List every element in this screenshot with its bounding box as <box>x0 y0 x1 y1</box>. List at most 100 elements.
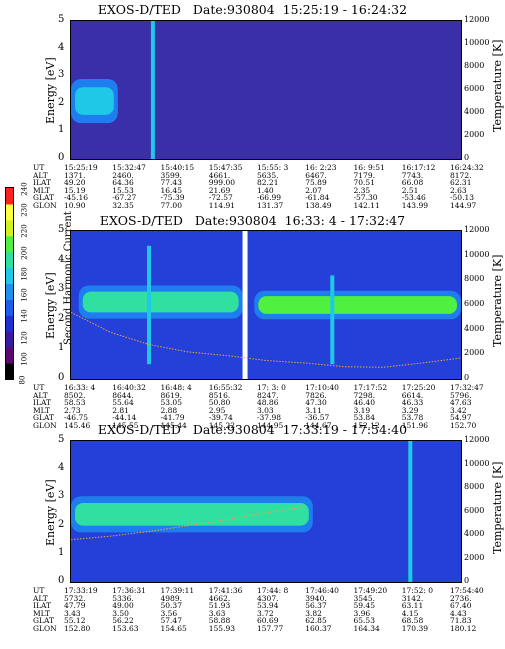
orbit-value: 4.43 <box>450 608 467 618</box>
orbit-value: 32.35 <box>112 201 134 210</box>
orbit-value: 152.12 <box>353 421 380 430</box>
orbit-value: 17:10:40 <box>305 383 339 392</box>
orbit-value: 143.99 <box>401 201 428 210</box>
orbit-value: 7179. <box>353 170 375 180</box>
temperature-tick-label: 8000 <box>464 274 485 284</box>
orbit-value: 3.56 <box>160 608 178 618</box>
colorbar-segment <box>6 315 13 332</box>
energy-tick-label: 0 <box>58 372 65 383</box>
orbit-row-label: ILAT <box>33 601 51 611</box>
orbit-value: 4.15 <box>401 608 419 618</box>
temperature-axis-label: Temperature [K] <box>491 254 504 347</box>
orbit-value: 17:17:52 <box>353 383 388 392</box>
temperature-tick-label: 2000 <box>464 552 485 562</box>
orbit-value: 4989. <box>160 593 182 603</box>
spectrogram-plot <box>70 230 462 380</box>
spectrogram-plot <box>70 20 462 160</box>
energy-band <box>75 503 309 526</box>
orbit-value: 68.58 <box>401 616 424 626</box>
orbit-value: 5336. <box>112 593 134 603</box>
temperature-tick-label: 12000 <box>464 15 490 24</box>
temperature-tick-label: 4000 <box>464 529 485 538</box>
orbit-value: 55.12 <box>64 616 86 626</box>
energy-axis-label: Energy [eV] <box>44 272 57 339</box>
orbit-value: 53.94 <box>257 601 279 611</box>
orbit-row-label: ALT <box>33 170 48 180</box>
orbit-value: 16: 9:51 <box>353 163 385 172</box>
orbit-row-label: ALT <box>33 593 48 603</box>
orbit-value: 3.96 <box>353 608 371 618</box>
orbit-row-label: ILAT <box>33 178 51 188</box>
orbit-value: 2.88 <box>160 405 178 415</box>
temperature-tick-label: 4000 <box>464 107 485 116</box>
orbit-value: 17:25:20 <box>401 383 436 392</box>
orbit-value: 2.81 <box>112 405 129 415</box>
orbit-value: 2.35 <box>353 185 371 195</box>
orbit-value: 145.55 <box>112 421 139 430</box>
temperature-axis-label: Temperature [K] <box>491 461 504 554</box>
orbit-value: 3599. <box>160 170 182 180</box>
orbit-row-label: GLAT <box>33 193 54 203</box>
orbit-value: 3.82 <box>305 608 322 618</box>
energy-tick-label: 1 <box>58 546 65 558</box>
colorbar-tick: 160 <box>20 288 29 302</box>
energy-tick-label: 1 <box>58 124 65 136</box>
orbit-value: 77.43 <box>160 178 182 188</box>
energy-band <box>75 87 114 115</box>
orbit-value: 7826. <box>305 390 327 400</box>
orbit-value: 47.63 <box>450 398 472 408</box>
orbit-value: 7743. <box>401 170 424 180</box>
orbit-value: 2.95 <box>208 405 226 415</box>
orbit-value: 4661. <box>208 170 231 180</box>
panel-title: EXOS-D/TED Date:930804 15:25:19 - 16:24:… <box>97 2 408 17</box>
orbit-value: 153.63 <box>112 624 139 633</box>
orbit-value: 54.97 <box>450 413 472 423</box>
orbit-value: -75.39 <box>160 193 185 203</box>
orbit-value: 56.22 <box>112 616 134 626</box>
temperature-tick-label: 10000 <box>464 458 490 468</box>
orbit-value: 17: 3: 0 <box>257 383 286 392</box>
orbit-value: 55.64 <box>112 398 134 408</box>
orbit-value: 157.77 <box>257 624 284 633</box>
orbit-row-label: GLON <box>33 624 57 633</box>
orbit-value: 144.95 <box>257 421 284 430</box>
orbit-value: 21.69 <box>208 185 231 195</box>
colorbar-tick: 180 <box>20 267 29 281</box>
energy-tick-label: 5 <box>58 14 65 25</box>
temperature-tick-label: 0 <box>464 373 470 382</box>
orbit-value: 17:46:40 <box>305 586 339 595</box>
orbit-value: 8172. <box>450 170 472 180</box>
orbit-value: -36.57 <box>305 413 330 423</box>
energy-tick-label: 4 <box>58 462 65 474</box>
orbit-value: 3.43 <box>64 608 81 618</box>
energy-tick-label: 5 <box>58 224 65 235</box>
temperature-trace <box>71 311 461 368</box>
emission-spike <box>408 441 413 582</box>
energy-tick-label: 4 <box>58 41 65 53</box>
orbit-value: 6614. <box>401 390 424 400</box>
orbit-value: 3.63 <box>208 608 226 618</box>
energy-axis-label: Energy [eV] <box>44 478 57 546</box>
colorbar-segment <box>6 283 13 300</box>
colorbar-segment <box>6 347 13 364</box>
colorbar-tick: 120 <box>20 330 29 345</box>
orbit-value: 155.93 <box>208 624 235 633</box>
orbit-value: -53.46 <box>401 193 426 203</box>
spectrogram-svg <box>71 21 461 159</box>
orbit-value: 4307. <box>257 593 279 603</box>
orbit-value: 15:40:15 <box>160 163 195 172</box>
orbit-value: 8502. <box>64 390 86 400</box>
orbit-value: 15.19 <box>64 185 86 195</box>
temperature-tick-label: 8000 <box>464 482 485 491</box>
orbit-value: 6467. <box>305 170 327 180</box>
orbit-value: 151.96 <box>401 421 428 430</box>
orbit-value: 16:33: 4 <box>64 383 96 392</box>
orbit-value: 71.83 <box>450 616 472 626</box>
orbit-value: 16:55:32 <box>208 383 243 392</box>
orbit-value: 17:33:19 <box>64 586 98 595</box>
temperature-trace <box>71 506 306 541</box>
orbit-value: 3.03 <box>257 405 274 415</box>
energy-tick-label: 2 <box>58 96 65 108</box>
orbit-value: -72.57 <box>208 193 233 203</box>
temperature-tick-label: 10000 <box>464 249 490 259</box>
